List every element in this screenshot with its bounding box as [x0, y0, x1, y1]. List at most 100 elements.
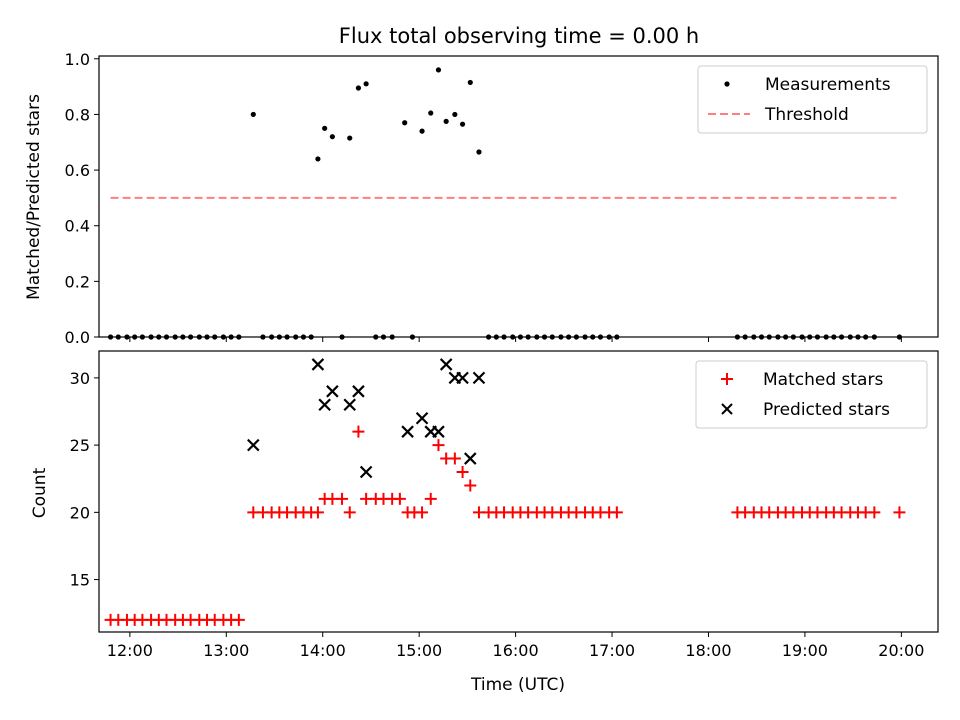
- y-tick-label: 25: [70, 436, 90, 455]
- measurement-point: [855, 334, 861, 340]
- measurement-point: [204, 334, 210, 340]
- measurement-point: [409, 334, 416, 340]
- measurement-point: [172, 334, 178, 340]
- measurement-point: [742, 334, 748, 340]
- matched-star-point: [432, 439, 445, 452]
- measurement-point: [517, 334, 524, 340]
- predicted-star-point: [311, 358, 325, 371]
- y-tick-label: 15: [70, 571, 90, 590]
- legend-measurements-label: Measurements: [765, 75, 891, 95]
- matched-star-point: [610, 506, 623, 519]
- measurement-point: [339, 334, 345, 340]
- matched-star-point: [424, 492, 437, 505]
- y-tick-label: 0.0: [65, 328, 90, 347]
- measurement-point: [300, 334, 307, 340]
- measurement-point: [790, 334, 796, 340]
- measurement-point: [614, 334, 620, 340]
- measurement-point: [373, 334, 379, 340]
- matched-star-point: [868, 506, 881, 519]
- measurement-point: [831, 334, 837, 340]
- x-tick-label: 12:00: [107, 641, 153, 660]
- y-tick-label: 0.6: [65, 161, 90, 180]
- measurement-point: [467, 79, 473, 86]
- legend-predicted-marker: [721, 403, 733, 415]
- legend-threshold-label: Threshold: [764, 105, 849, 125]
- x-tick-label: 19:00: [782, 641, 828, 660]
- measurement-point: [363, 81, 369, 87]
- predicted-star-point: [415, 411, 429, 425]
- matched-star-point: [456, 466, 469, 479]
- measurement-point: [163, 334, 170, 340]
- measurement-point: [573, 334, 579, 340]
- measurement-point: [284, 334, 290, 340]
- measurement-point: [566, 334, 572, 340]
- measurement-point: [220, 334, 227, 340]
- measurement-point: [435, 67, 442, 73]
- bottom-legend-box: [695, 360, 928, 429]
- measurement-point: [269, 334, 275, 340]
- measurement-point: [236, 334, 242, 340]
- measurement-point: [459, 121, 466, 127]
- measurement-point: [329, 134, 335, 140]
- x-tick-label: 13:00: [203, 641, 249, 660]
- measurement-point: [212, 334, 218, 340]
- predicted-star-point: [456, 371, 469, 385]
- measurement-point: [276, 334, 282, 340]
- y-tick-label: 0.8: [65, 105, 90, 124]
- measurement-point: [139, 334, 145, 340]
- matched-star-point: [336, 492, 349, 505]
- measurement-point: [148, 334, 154, 340]
- measurement-point: [823, 334, 829, 340]
- bottom-y-axis-label: Count: [30, 467, 50, 518]
- measurement-point: [124, 334, 130, 340]
- predicted-star-point: [326, 385, 339, 398]
- legend-measurements-marker: [724, 81, 730, 87]
- axes-frame: [98, 350, 939, 633]
- y-tick-label: 0.2: [65, 272, 90, 291]
- matched-star-point: [311, 506, 324, 519]
- top-legend: Measurements Threshold: [697, 65, 928, 134]
- measurement-point: [734, 334, 741, 340]
- x-tick-label: 14:00: [300, 641, 346, 660]
- measurement-point: [180, 334, 186, 340]
- measurement-point: [838, 334, 845, 340]
- y-tick-label: 20: [70, 503, 90, 522]
- measurement-point: [863, 334, 869, 340]
- predicted-star-point: [247, 438, 260, 452]
- measurement-point: [188, 334, 194, 340]
- predicted-star-point: [352, 385, 365, 398]
- measurement-point: [814, 334, 821, 340]
- measurement-point: [558, 334, 564, 340]
- predicted-star-point: [472, 371, 486, 385]
- predicted-star-point: [432, 425, 445, 438]
- matched-star-point: [352, 425, 365, 438]
- measurement-point: [501, 334, 507, 340]
- matched-star-point: [464, 479, 477, 492]
- measurement-point: [308, 334, 314, 340]
- matched-star-point: [893, 506, 906, 519]
- matched-star-point: [448, 452, 461, 465]
- legend-matched-label: Matched stars: [763, 370, 883, 390]
- predicted-star-point: [401, 425, 414, 438]
- measurement-point: [355, 85, 362, 91]
- measurement-point: [847, 334, 853, 340]
- x-tick-label: 16:00: [493, 641, 539, 660]
- measurement-point: [419, 128, 425, 134]
- measurement-point: [807, 334, 813, 340]
- measurement-point: [582, 334, 588, 340]
- measurement-point: [380, 334, 387, 340]
- measurement-point: [156, 334, 162, 340]
- matched-star-point: [393, 492, 406, 505]
- x-tick-label: 20:00: [878, 641, 924, 660]
- measurement-point: [896, 334, 903, 340]
- x-axis-label: Time (UTC): [470, 675, 565, 695]
- measurement-point: [758, 334, 765, 340]
- measurement-point: [493, 334, 499, 340]
- measurement-point: [389, 334, 395, 340]
- x-tick-label: 15:00: [396, 641, 442, 660]
- measurement-point: [766, 334, 772, 340]
- top-plot: 0.0 0.2 0.4 0.6 0.8 1.0: [65, 50, 939, 347]
- measurement-point: [107, 334, 114, 340]
- matched-star-point: [232, 613, 245, 626]
